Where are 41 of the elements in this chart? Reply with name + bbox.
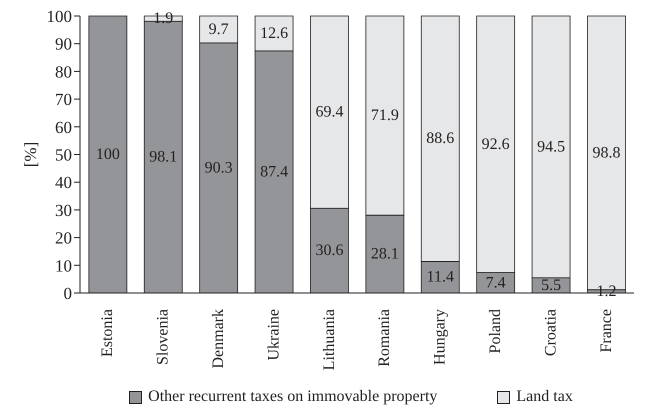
data-label: 12.6 <box>260 24 288 42</box>
y-tick-label: 20 <box>55 228 72 248</box>
data-label: 11.4 <box>426 268 454 286</box>
x-tick-label: Ukraine <box>265 309 282 361</box>
data-label: 98.1 <box>149 148 178 166</box>
x-tick-label: Slovenia <box>154 309 172 365</box>
y-tick-label: 80 <box>55 62 72 82</box>
x-tick-label: Poland <box>487 309 504 354</box>
y-tick-label: 90 <box>55 34 72 54</box>
x-tick-label: Hungary <box>432 309 449 365</box>
data-label: 7.4 <box>486 274 506 292</box>
x-tick-label: Denmark <box>210 309 227 369</box>
data-label: 90.3 <box>204 159 233 176</box>
data-label: 9.7 <box>208 20 229 38</box>
data-label: 98.8 <box>592 144 620 162</box>
x-tick-label: France <box>598 309 615 353</box>
legend-label: Land tax <box>515 388 573 406</box>
y-tick-label: 50 <box>55 146 72 165</box>
data-label: 88.6 <box>426 130 454 148</box>
data-label: 28.1 <box>370 246 399 263</box>
data-label: 92.6 <box>482 136 510 153</box>
y-tick-label: 70 <box>55 90 72 110</box>
data-label: 94.5 <box>537 138 566 156</box>
legend-label: Other recurrent taxes on immovable property <box>147 388 438 406</box>
x-tick-label: Lithuania <box>320 309 338 370</box>
x-tick-label: Romania <box>376 309 394 367</box>
x-tick-label: Croatia <box>542 309 560 356</box>
y-tick-label: 0 <box>64 284 72 304</box>
data-label: 30.6 <box>315 242 344 260</box>
data-label: 69.4 <box>315 104 344 121</box>
y-tick-label: 10 <box>55 256 72 276</box>
x-tick-label: Estonia <box>99 309 116 357</box>
data-label: 87.4 <box>260 163 288 180</box>
y-tick-label: 40 <box>55 173 72 192</box>
data-label: 71.9 <box>370 107 399 124</box>
y-tick-label: 30 <box>55 200 72 220</box>
data-label: 100 <box>96 146 120 163</box>
y-tick-label: 60 <box>55 118 72 137</box>
y-axis-title: [%] <box>21 142 40 168</box>
data-label: 5.5 <box>541 276 562 294</box>
y-tick-label: 100 <box>46 7 72 26</box>
